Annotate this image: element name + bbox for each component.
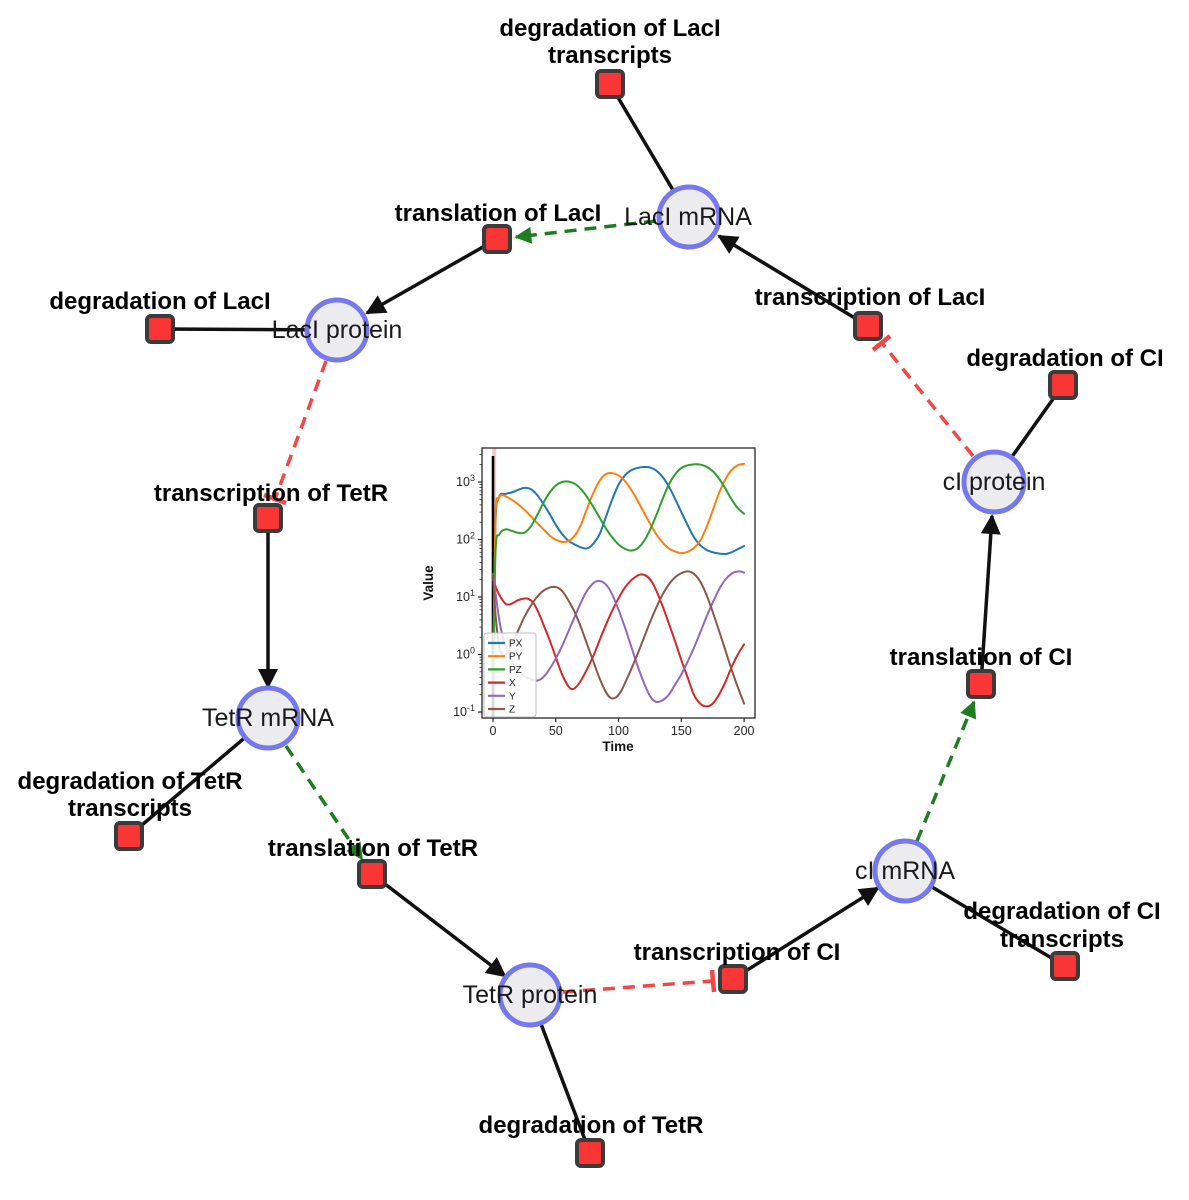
x-tick-label: 0: [490, 724, 497, 738]
y-tick-label: 103: [456, 473, 475, 489]
plot-ticks: 0 50 100 150 200 10-1 100 101 102 103: [453, 454, 755, 738]
species-label: cI protein: [943, 468, 1046, 496]
y-tick-label: 100: [456, 646, 475, 662]
inhibition-tbar-transcriptionci: [709, 969, 717, 993]
series-curve-Z: [492, 570, 746, 705]
y-tick-label: 101: [456, 588, 475, 604]
species-label: LacI protein: [272, 316, 403, 344]
legend-label-PX: PX: [509, 639, 523, 650]
reaction-label: translation of TetR: [268, 835, 478, 862]
reaction-label: transcripts: [68, 795, 192, 822]
series-curve-X: [492, 573, 746, 708]
species-label: TetR mRNA: [202, 704, 334, 732]
series-curve-PX: [492, 465, 746, 686]
x-tick-label: 200: [734, 724, 755, 738]
reaction-node-degradation-tetr[interactable]: [575, 1138, 605, 1168]
reaction-node-transcription-ci[interactable]: [718, 964, 748, 994]
reaction-label: degradation of TetR: [479, 1112, 704, 1139]
plot-legend: PX PY PZ XYZ: [483, 632, 537, 718]
reaction-node-degradation-tetr-transcripts[interactable]: [114, 821, 144, 851]
edge-translationtetr-tetrprotein: [370, 872, 507, 978]
reaction-label: transcription of TetR: [154, 480, 388, 507]
reaction-label: transcripts: [1000, 926, 1124, 953]
reaction-label: degradation of CI: [963, 898, 1160, 925]
x-tick-label: 150: [671, 724, 692, 738]
edge-translationlaci-laciprotein: [365, 237, 498, 315]
species-node-tetr-protein[interactable]: [497, 962, 563, 1028]
x-axis-title: Time: [602, 739, 634, 754]
edge-transcriptionlaci-lacimrna: [717, 234, 869, 328]
reaction-node-transcription-laci[interactable]: [853, 311, 883, 341]
species-node-laci-protein[interactable]: [304, 297, 370, 363]
edge-tetrmrna-translationtetr: [284, 745, 364, 861]
reaction-node-translation-ci[interactable]: [966, 669, 996, 699]
species-label: cI mRNA: [855, 857, 955, 885]
inhibition-tbar-transcriptiontetr: [263, 492, 287, 506]
edge-cimrna-translationci: [915, 700, 977, 842]
series-curve-PZ: [492, 463, 746, 686]
legend-label-X: X: [509, 678, 516, 689]
legend-label-Y: Y: [509, 691, 516, 702]
edge-translationci-ciprotein: [979, 514, 1001, 685]
reaction-label: translation of CI: [890, 644, 1073, 671]
species-node-tetr-mrna[interactable]: [235, 685, 301, 751]
reaction-node-transcription-tetr[interactable]: [253, 503, 283, 533]
edge-ciprotein-transcriptionlaci: [880, 341, 975, 458]
y-tick-label: 102: [456, 531, 475, 547]
inhibition-tbar-transcriptionlaci: [871, 334, 892, 352]
reaction-node-degradation-laci-transcripts[interactable]: [595, 69, 625, 99]
reaction-node-degradation-laci[interactable]: [145, 314, 175, 344]
reaction-node-translation-tetr[interactable]: [357, 859, 387, 889]
reaction-node-degradation-ci[interactable]: [1048, 370, 1078, 400]
reaction-label: transcription of LacI: [755, 284, 986, 311]
edge-transcriptionci-cimrna: [732, 886, 880, 981]
legend-label-PZ: PZ: [509, 665, 522, 676]
y-axis-title: Value: [421, 565, 436, 601]
node-layer: [114, 69, 1080, 1168]
reaction-label: degradation of CI: [966, 345, 1163, 372]
series-curve-PY: [492, 462, 746, 686]
reaction-label: degradation of TetR: [18, 768, 243, 795]
edge-lacimrna-translationlaci: [514, 219, 657, 244]
species-node-ci-protein[interactable]: [961, 449, 1027, 515]
reaction-label: degradation of LacI: [49, 288, 270, 315]
species-label: LacI mRNA: [624, 203, 752, 231]
reaction-label: translation of LacI: [395, 200, 602, 227]
x-tick-label: 100: [608, 724, 629, 738]
y-tick-label: 10-1: [453, 703, 475, 719]
edge-laciprotein-transcriptiontetr: [273, 360, 328, 500]
label-layer: degradation of LacI transcripts translat…: [18, 15, 1164, 1139]
legend-label-PY: PY: [509, 652, 523, 663]
reaction-label: degradation of LacI: [499, 15, 720, 42]
reaction-node-degradation-ci-transcripts[interactable]: [1050, 951, 1080, 981]
species-node-laci-mrna[interactable]: [656, 184, 722, 250]
species-label: TetR protein: [463, 981, 598, 1009]
edge-tetrprotein-transcriptionci: [562, 979, 714, 994]
legend-label-Z: Z: [509, 705, 515, 716]
reaction-label: transcripts: [548, 42, 672, 69]
x-tick-label: 50: [549, 724, 563, 738]
reaction-node-translation-laci[interactable]: [482, 224, 512, 254]
species-node-ci-mrna[interactable]: [872, 838, 938, 904]
reaction-label: transcription of CI: [634, 939, 841, 966]
